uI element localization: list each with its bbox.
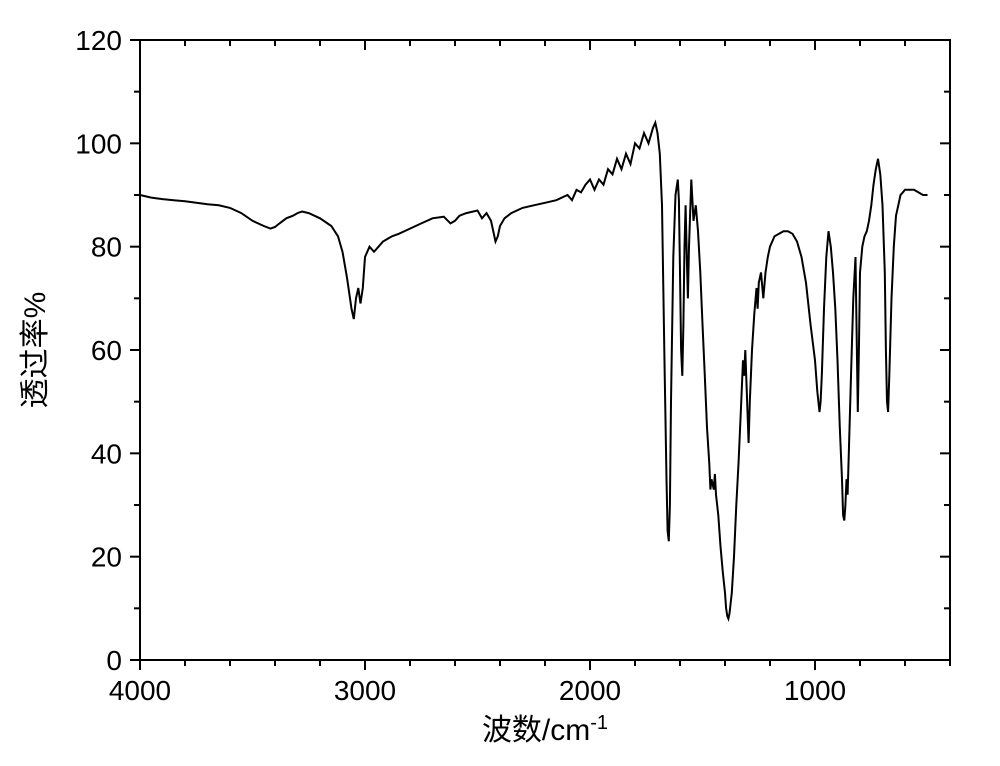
plot-frame [140, 40, 950, 660]
spectrum-line [140, 123, 928, 619]
x-axis-label: 波数/cm-1 [482, 712, 608, 747]
chart-container: 4000 3000 2000 1000 0 20 40 60 80 100 120 透过率% 波数/cm… [0, 0, 1000, 766]
x-tick-label: 3000 [334, 675, 396, 706]
y-tick-label: 80 [91, 232, 122, 263]
x-tick-label: 1000 [784, 675, 846, 706]
y-tick-label: 0 [106, 645, 122, 676]
y-axis-label: 透过率% [19, 292, 52, 409]
x-tick-label: 2000 [559, 675, 621, 706]
x-tick-label: 4000 [109, 675, 171, 706]
y-tick-label: 100 [75, 128, 122, 159]
y-tick-label: 120 [75, 25, 122, 56]
y-tick-label: 60 [91, 335, 122, 366]
y-tick-label: 40 [91, 438, 122, 469]
y-tick-label: 20 [91, 542, 122, 573]
ir-spectrum-chart: 4000 3000 2000 1000 0 20 40 60 80 100 120 透过率% 波数/cm… [0, 0, 1000, 766]
